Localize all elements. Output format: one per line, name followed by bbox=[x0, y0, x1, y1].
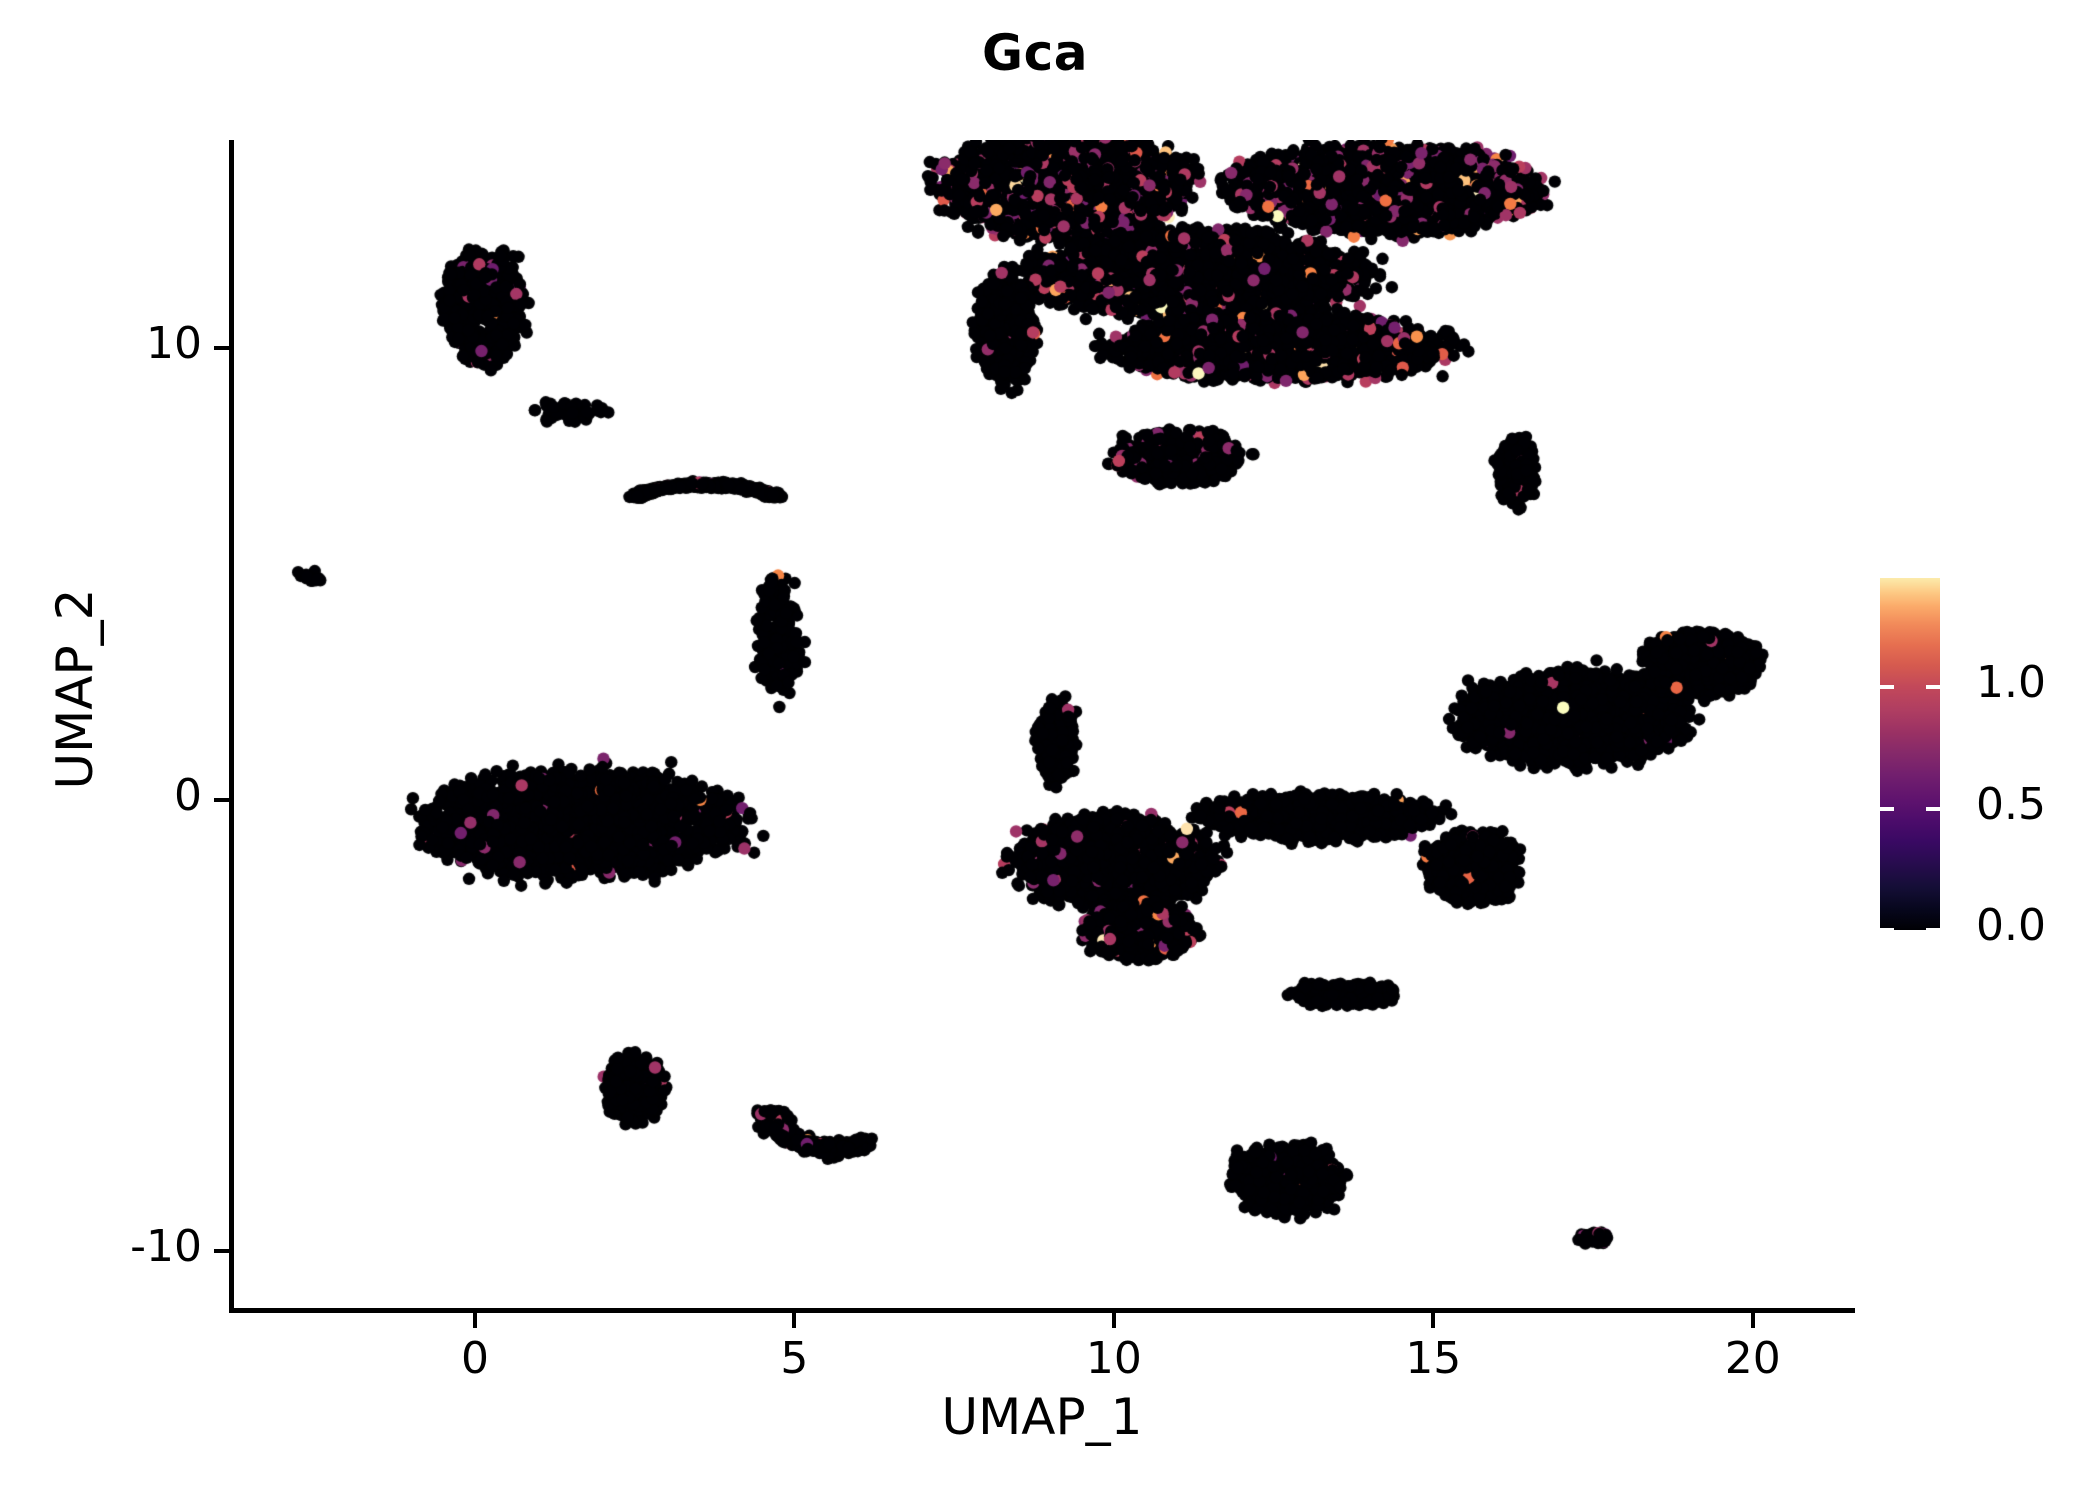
colorbar-tick-mark bbox=[1926, 928, 1940, 932]
colorbar-tick-mark bbox=[1926, 685, 1940, 690]
colorbar-tick-label: 0.5 bbox=[1976, 778, 2046, 830]
y-axis-spine bbox=[229, 140, 234, 1313]
y-tick-label: 0 bbox=[174, 769, 202, 821]
colorbar-gradient bbox=[1880, 578, 1940, 930]
y-axis-label: UMAP_2 bbox=[46, 588, 104, 790]
x-tick-label: 5 bbox=[780, 1333, 809, 1384]
y-tick-label: -10 bbox=[130, 1221, 202, 1273]
colorbar-tick-mark bbox=[1926, 806, 1940, 811]
colorbar-tick-label: 0.0 bbox=[1976, 900, 2046, 951]
x-tick-label: 15 bbox=[1405, 1333, 1462, 1384]
colorbar-tick-mark bbox=[1880, 928, 1894, 932]
colorbar-tick-mark bbox=[1880, 806, 1894, 811]
colorbar-tick-label: 1.0 bbox=[1976, 657, 2046, 709]
scatter-points bbox=[229, 140, 1855, 1310]
x-axis-label: UMAP_1 bbox=[941, 1388, 1143, 1446]
colorbar-tick-mark bbox=[1880, 685, 1894, 690]
x-tick-label: 0 bbox=[460, 1333, 489, 1384]
page-title: Gca bbox=[982, 24, 1088, 82]
x-axis-spine bbox=[229, 1308, 1855, 1313]
y-tick-mark bbox=[214, 797, 229, 802]
y-tick-mark bbox=[214, 1249, 229, 1254]
x-tick-mark bbox=[1750, 1313, 1755, 1328]
scatter-layer bbox=[229, 140, 1855, 1310]
x-tick-label: 20 bbox=[1724, 1333, 1781, 1384]
x-tick-mark bbox=[792, 1313, 797, 1328]
x-tick-mark bbox=[472, 1313, 477, 1328]
y-tick-label: 10 bbox=[146, 317, 202, 369]
x-tick-mark bbox=[1431, 1313, 1436, 1328]
x-tick-label: 10 bbox=[1085, 1333, 1142, 1384]
x-tick-mark bbox=[1111, 1313, 1116, 1328]
y-tick-mark bbox=[214, 345, 229, 350]
